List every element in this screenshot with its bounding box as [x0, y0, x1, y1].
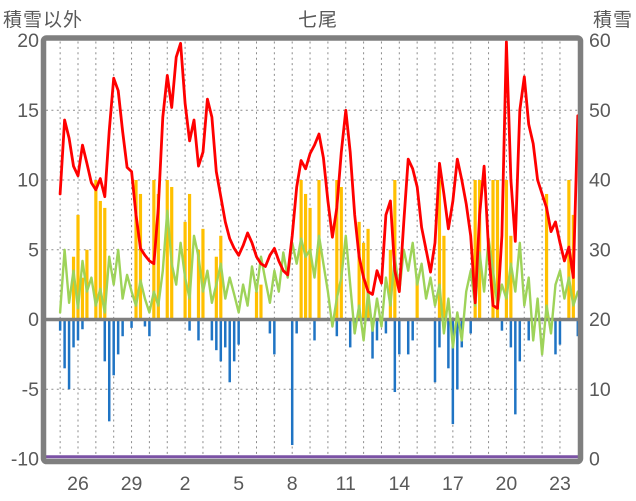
y-axis-right-label: 40	[589, 170, 611, 192]
left-axis-title: 積雪以外	[3, 10, 84, 31]
y-axis-right-label: 0	[589, 449, 600, 471]
x-axis-label: 11	[336, 473, 356, 495]
x-axis-label: 17	[442, 473, 464, 495]
x-axis-label: 26	[67, 473, 89, 495]
y-axis-left-label: -5	[22, 379, 39, 401]
y-axis-right-label: 30	[589, 239, 611, 261]
x-axis-label: 5	[233, 473, 244, 495]
plot-frame	[40, 35, 584, 465]
y-axis-left-label: -10	[11, 449, 39, 471]
x-axis-label: 2	[180, 473, 191, 495]
x-axis-label: 29	[121, 473, 143, 495]
chart-title: 七尾	[297, 10, 338, 31]
y-axis-right-label: 50	[589, 100, 611, 122]
blue-bar-series	[58, 319, 578, 446]
x-axis-label: 14	[388, 473, 410, 495]
x-axis-label: 8	[287, 473, 298, 495]
y-axis-left-label: 10	[17, 170, 39, 192]
green-line-series	[58, 209, 578, 356]
y-axis-left-label: 5	[28, 239, 39, 261]
y-axis-left-label: 20	[17, 30, 39, 52]
y-axis-left-label: 0	[28, 309, 39, 331]
y-axis-right-label: 60	[589, 30, 611, 52]
y-axis-right-label: 10	[589, 379, 611, 401]
x-axis-label: 23	[549, 473, 571, 495]
y-axis-left-label: 15	[17, 100, 39, 122]
x-axis-label: 20	[496, 473, 518, 495]
right-axis-title: 積雪	[592, 10, 633, 31]
y-axis-right-label: 20	[589, 309, 611, 331]
red-line-series	[58, 40, 578, 310]
